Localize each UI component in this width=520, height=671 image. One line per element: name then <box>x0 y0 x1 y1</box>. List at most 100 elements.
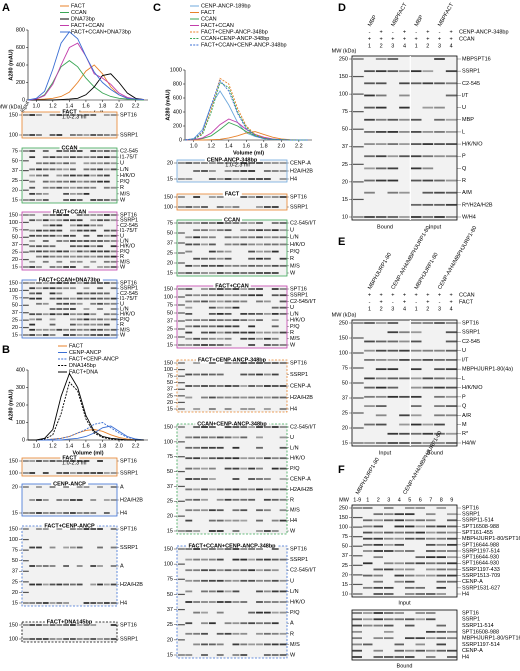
band <box>36 297 42 300</box>
band <box>90 168 97 171</box>
marker-band <box>23 297 29 299</box>
band <box>90 624 97 626</box>
lane-header: MBPFACT <box>390 2 409 28</box>
band <box>193 632 201 635</box>
condition-sign: + <box>426 292 429 298</box>
band <box>97 162 103 165</box>
band-label: SSRP11-514 <box>462 518 494 524</box>
band <box>110 260 117 263</box>
band <box>232 579 240 582</box>
marker-band <box>23 624 29 626</box>
band <box>232 457 240 460</box>
band <box>49 114 56 116</box>
band <box>103 240 110 242</box>
band <box>103 186 110 189</box>
band <box>103 472 110 474</box>
band-label: H4 <box>290 518 297 524</box>
band <box>364 322 375 324</box>
band <box>216 498 224 501</box>
band <box>208 426 216 428</box>
lane-number: 2 <box>377 497 380 503</box>
band <box>193 611 201 614</box>
band <box>279 509 287 512</box>
band-label: H/K/N/O <box>462 142 483 148</box>
band <box>63 472 69 474</box>
band <box>56 174 63 177</box>
band <box>256 236 263 239</box>
band <box>271 243 279 246</box>
marker-band <box>23 512 29 514</box>
band <box>201 488 208 491</box>
band <box>49 583 56 586</box>
band <box>208 467 216 470</box>
mw-label: 100 <box>9 537 18 543</box>
mw-label: 250 <box>339 320 348 326</box>
band <box>97 323 103 326</box>
band <box>56 460 63 462</box>
marker-band <box>23 312 29 314</box>
band <box>422 179 434 182</box>
mw-label: 15 <box>12 197 18 203</box>
band <box>63 214 69 216</box>
condition-sign: + <box>438 292 441 298</box>
band <box>193 196 201 198</box>
x-tick-label: 1.8 <box>99 103 107 109</box>
band <box>29 214 36 216</box>
lane-number: 2 <box>426 43 429 49</box>
lane-number: 3 <box>438 306 441 312</box>
band <box>83 245 90 248</box>
condition-sign: + <box>391 292 394 298</box>
band <box>422 349 434 352</box>
band <box>110 583 117 586</box>
mw-label: 15 <box>342 582 348 588</box>
band <box>445 432 457 435</box>
band-label: SPT16 <box>120 458 137 464</box>
band-label: I/T <box>462 357 469 363</box>
band <box>49 334 56 336</box>
band <box>76 323 83 326</box>
band-label: MBPHJURP1-80(4a) <box>462 367 513 373</box>
band <box>224 569 232 572</box>
band <box>29 250 36 253</box>
band <box>201 288 208 290</box>
band <box>97 602 103 604</box>
band <box>185 162 193 164</box>
lane-header: MBPHJURP1-80 <box>355 457 381 496</box>
band <box>263 178 271 180</box>
band <box>232 331 240 334</box>
band <box>405 637 415 640</box>
band <box>263 236 271 239</box>
marker-band <box>178 456 185 458</box>
band <box>110 565 117 567</box>
band <box>434 368 445 371</box>
mw-label: 37 <box>12 310 18 316</box>
band <box>36 162 42 165</box>
band-label: M/S <box>120 327 130 333</box>
band-label: H2A/H2B <box>290 168 313 174</box>
band <box>185 498 193 501</box>
band <box>201 611 208 614</box>
band <box>97 302 103 305</box>
band-label: SPT16 <box>462 610 479 616</box>
band <box>445 442 457 444</box>
band <box>263 250 271 253</box>
marker-band <box>353 397 364 399</box>
band <box>399 331 410 334</box>
band <box>70 282 76 284</box>
band-label: W <box>290 528 296 534</box>
marker-band <box>178 624 185 626</box>
band <box>352 618 362 621</box>
band <box>208 294 216 297</box>
marker-band <box>178 515 185 517</box>
band <box>97 638 103 640</box>
x-tick-label: 1.8 <box>99 443 107 449</box>
band <box>97 180 103 183</box>
band <box>410 359 422 361</box>
band <box>56 583 63 586</box>
band-label: W <box>290 652 296 658</box>
band <box>271 548 279 550</box>
band <box>29 334 36 336</box>
band <box>42 512 49 514</box>
band-label: H2A/H2B <box>290 487 313 493</box>
marker-band <box>178 272 185 274</box>
